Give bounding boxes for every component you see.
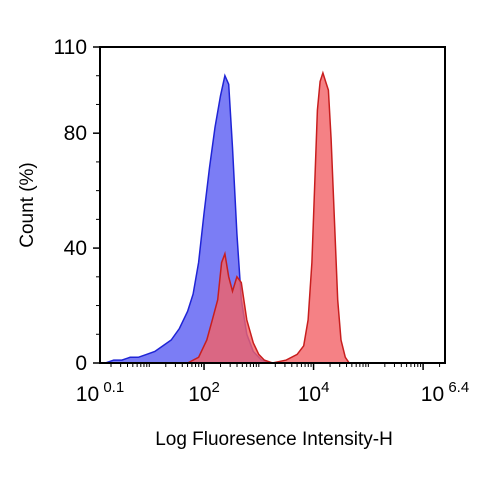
x-tick-label: 102 <box>188 379 220 406</box>
x-tick-label: 104 <box>298 379 330 406</box>
series-layer <box>100 70 445 364</box>
x-axis-ticks: 10 0.1 102 104 10 6.4 <box>76 363 469 406</box>
plot-frame <box>99 46 446 364</box>
y-tick-label: 80 <box>64 122 87 145</box>
x-tick-label: 10 6.4 <box>421 379 469 406</box>
y-tick-label: 0 <box>75 352 87 375</box>
series-1-area <box>100 73 445 364</box>
y-tick-label: 110 <box>54 36 87 59</box>
x-tick-label: 10 0.1 <box>76 379 124 406</box>
y-axis-ticks: 0 40 80 110 <box>54 36 100 375</box>
y-tick-label: 40 <box>64 237 87 260</box>
series-2-area <box>187 70 445 364</box>
x-axis-label: Log Fluoresence Intensity-H <box>155 429 393 450</box>
y-axis-label: Count (%) <box>17 162 38 248</box>
